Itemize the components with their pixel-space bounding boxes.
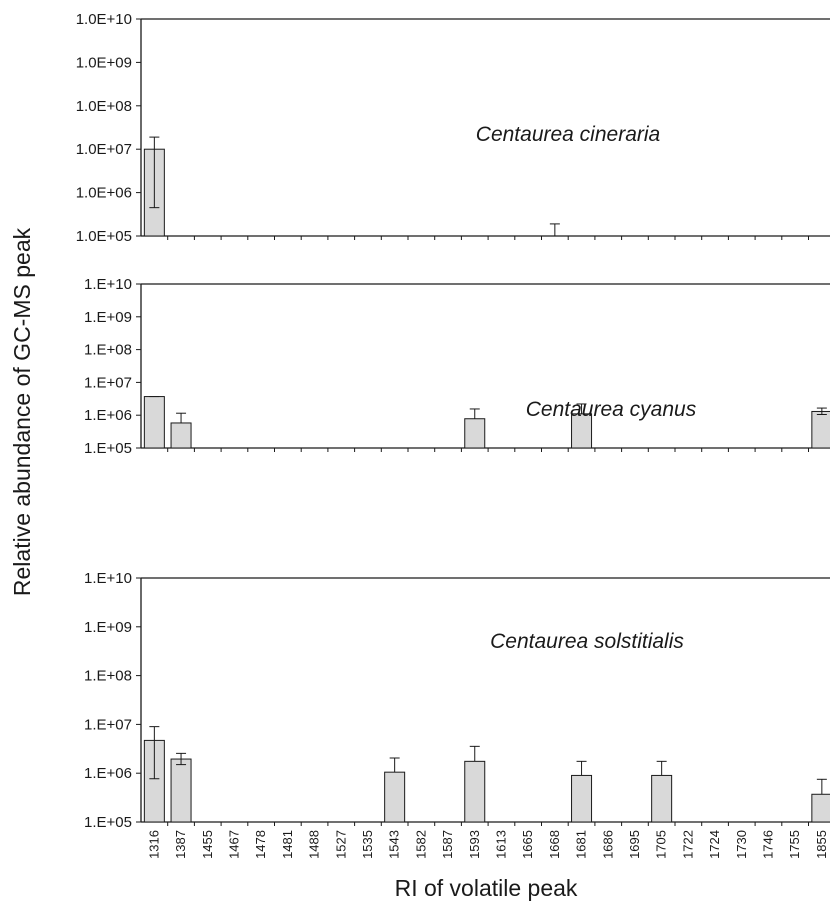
bar	[651, 774, 673, 823]
y-axis-title: Relative abundance of GC-MS peak	[9, 227, 35, 596]
bar	[464, 418, 486, 449]
x-tick-label: 1488	[307, 830, 322, 859]
y-tick-label: 1.0E+06	[76, 185, 132, 202]
x-tick-label: 1755	[787, 830, 802, 859]
y-tick-label: 1.0E+07	[76, 141, 132, 158]
x-axis-title: RI of volatile peak	[395, 875, 578, 901]
x-tick-label: 1705	[654, 830, 669, 859]
x-tick-label: 1543	[387, 830, 402, 859]
x-tick-label: 1455	[200, 830, 215, 859]
bar	[384, 771, 406, 823]
x-tick-label: 1535	[360, 830, 375, 859]
y-tick-label: 1.E+07	[84, 374, 132, 391]
x-tick-label: 1722	[680, 830, 695, 859]
y-tick-label: 1.E+05	[84, 814, 132, 831]
x-tick-label: 1582	[413, 830, 428, 859]
x-tick-label: 1665	[520, 830, 535, 859]
y-tick-label: 1.E+08	[84, 342, 132, 359]
x-tick-label: 1681	[574, 830, 589, 859]
y-tick-label: 1.E+06	[84, 765, 132, 782]
bar	[571, 774, 593, 823]
y-tick-label: 1.E+08	[84, 668, 132, 685]
chart-panels: 1.0E+05 1.0E+06 1.0E+07 1.0E+08 1.0E+09 1.0E+…	[76, 11, 830, 831]
bar	[464, 760, 486, 823]
x-tick-label: 1316	[146, 830, 161, 859]
panel-title: Centaurea cineraria	[476, 123, 660, 146]
x-tick-label: 1387	[173, 830, 188, 859]
x-tick-label: 1855	[814, 830, 829, 859]
panel-title: Centaurea solstitialis	[490, 630, 684, 653]
y-tick-label: 1.0E+09	[76, 54, 132, 71]
y-tick-label: 1.E+09	[84, 309, 132, 326]
bar	[170, 758, 192, 823]
panel-3: 1.E+05 1.E+06 1.E+07 1.E+08 1.E+09 1.E+10 Cent…	[84, 570, 830, 831]
x-tick-label: 1613	[493, 830, 508, 859]
y-tick-label: 1.E+10	[84, 276, 132, 293]
x-tick-label: 1593	[467, 830, 482, 859]
y-tick-label: 1.0E+08	[76, 98, 132, 115]
x-tick-label: 1686	[600, 830, 615, 859]
bar	[811, 793, 830, 823]
panel-1: 1.0E+05 1.0E+06 1.0E+07 1.0E+08 1.0E+09 1.0E+…	[76, 11, 830, 245]
x-tick-labels: 1316 1387 1455 1467 1478 1481 1488 1527 1535 1543…	[146, 830, 829, 859]
bar	[811, 410, 830, 449]
panel-2: 1.E+05 1.E+06 1.E+07 1.E+08 1.E+09 1.E+10 Cent…	[84, 276, 830, 457]
x-tick-label: 1467	[226, 830, 241, 859]
x-tick-label: 1587	[440, 830, 455, 859]
x-tick-label: 1481	[280, 830, 295, 859]
y-tick-label: 1.E+06	[84, 407, 132, 424]
x-tick-label: 1695	[627, 830, 642, 859]
y-tick-label: 1.E+09	[84, 619, 132, 636]
x-tick-label: 1724	[707, 830, 722, 859]
y-tick-label: 1.E+10	[84, 570, 132, 587]
x-tick-label: 1668	[547, 830, 562, 859]
bar	[143, 396, 165, 449]
bar	[170, 422, 192, 449]
x-tick-label: 1730	[734, 830, 749, 859]
y-tick-label: 1.E+05	[84, 440, 132, 457]
y-tick-label: 1.E+07	[84, 716, 132, 733]
x-tick-label: 1478	[253, 830, 268, 859]
panel-title: Centaurea cyanus	[526, 398, 697, 421]
y-tick-label: 1.0E+05	[76, 228, 132, 245]
y-tick-label: 1.0E+10	[76, 11, 132, 28]
x-tick-label: 1527	[333, 830, 348, 859]
x-tick-label: 1746	[760, 830, 775, 859]
